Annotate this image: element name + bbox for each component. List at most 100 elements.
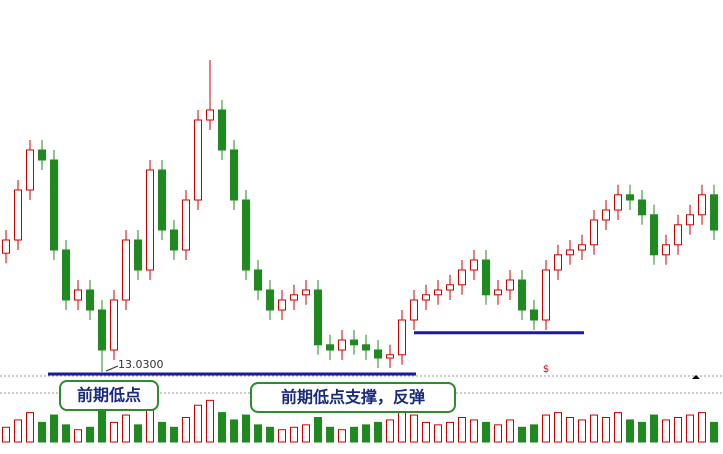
candle-body	[206, 109, 214, 121]
candle-body	[218, 109, 226, 151]
volume-bar	[362, 424, 370, 443]
candle-body	[62, 249, 70, 301]
candle-body	[578, 244, 586, 251]
annotation-box	[59, 380, 159, 411]
volume-bar	[422, 421, 430, 443]
candle-body	[446, 284, 454, 291]
arrow-marker	[692, 375, 700, 379]
candle-body	[14, 189, 22, 241]
candle-body	[422, 294, 430, 301]
volume-bar	[98, 407, 106, 443]
volume-bar	[602, 417, 610, 443]
candle-body	[542, 269, 550, 321]
volume-bar	[254, 424, 262, 443]
volume-bar	[158, 421, 166, 443]
candle-body	[362, 344, 370, 351]
candle-body	[374, 349, 382, 359]
volume-bar	[590, 414, 598, 443]
candle-body	[242, 199, 250, 271]
volume-bar	[374, 421, 382, 443]
candle-body	[98, 309, 106, 351]
volume-bar	[170, 426, 178, 443]
volume-bar	[578, 419, 586, 443]
volume-bar	[410, 414, 418, 443]
low-label: 13.0300	[118, 358, 164, 371]
candle-body	[566, 249, 574, 256]
volume-bar	[134, 424, 142, 443]
candle-body	[158, 169, 166, 231]
candle-body	[146, 169, 154, 271]
volume-bar	[386, 419, 394, 443]
volume-bar	[662, 419, 670, 443]
volume-bar	[506, 419, 514, 443]
volume-bar	[302, 424, 310, 443]
volume-bar	[674, 417, 682, 443]
volume-bar	[314, 417, 322, 443]
volume-bar	[2, 426, 10, 443]
candle-body	[626, 194, 634, 201]
volume-bar	[398, 412, 406, 443]
volume-bar	[530, 424, 538, 443]
candle-body	[482, 259, 490, 296]
volume-bar	[494, 424, 502, 443]
candle-body	[338, 339, 346, 351]
annotation-text: 前期低点	[77, 386, 141, 405]
candle-body	[506, 279, 514, 291]
candle-body	[266, 289, 274, 311]
volume-bar	[266, 426, 274, 443]
volume-bar	[650, 414, 658, 443]
candle-body	[350, 339, 358, 346]
volume-bar	[566, 417, 574, 443]
candle-body	[170, 229, 178, 251]
volume-bar	[326, 426, 334, 443]
candle-body	[602, 209, 610, 221]
volume-bar	[86, 426, 94, 443]
candle-body	[410, 299, 418, 321]
candle-body	[686, 214, 694, 226]
volume-bar	[182, 417, 190, 443]
volume-bar	[554, 412, 562, 443]
volume-bar	[230, 419, 238, 443]
candle-body	[302, 289, 310, 296]
candle-body	[326, 344, 334, 351]
volume-bar	[470, 419, 478, 443]
volume-bar	[614, 412, 622, 443]
candle-body	[74, 289, 82, 301]
candle-body	[230, 149, 238, 201]
volume-bar	[434, 424, 442, 443]
candle-body	[674, 224, 682, 246]
volume-bar	[338, 429, 346, 443]
annotation-2: 前期低点支撑，反弹	[250, 382, 456, 413]
candle-body	[278, 299, 286, 311]
volume-bar	[290, 426, 298, 443]
candle-body	[518, 279, 526, 311]
candle-body	[494, 289, 502, 296]
volume-bar	[38, 421, 46, 443]
candle-body	[458, 269, 466, 286]
volume-bar	[458, 417, 466, 443]
volume-bar	[146, 409, 154, 443]
low-pointer	[105, 365, 119, 372]
annotation-1: 前期低点	[59, 380, 159, 411]
candle-body	[122, 239, 130, 301]
volume-bar	[122, 414, 130, 443]
volume-bar	[446, 421, 454, 443]
candle-body	[590, 219, 598, 246]
candle-body	[38, 149, 46, 161]
candle-body	[134, 239, 142, 271]
volume-bar	[542, 414, 550, 443]
candle-body	[614, 194, 622, 211]
candle-body	[2, 239, 10, 254]
candle-body	[398, 319, 406, 356]
candle-body	[638, 199, 646, 216]
candle-body	[290, 294, 298, 301]
marks: 13.0300 $	[2, 60, 718, 443]
annotation-box	[250, 382, 456, 413]
candle-body	[50, 159, 58, 251]
candle-body	[254, 269, 262, 291]
volume-bar	[206, 399, 214, 443]
candle-body	[386, 354, 394, 359]
annotation-text: 前期低点支撑，反弹	[281, 388, 425, 407]
